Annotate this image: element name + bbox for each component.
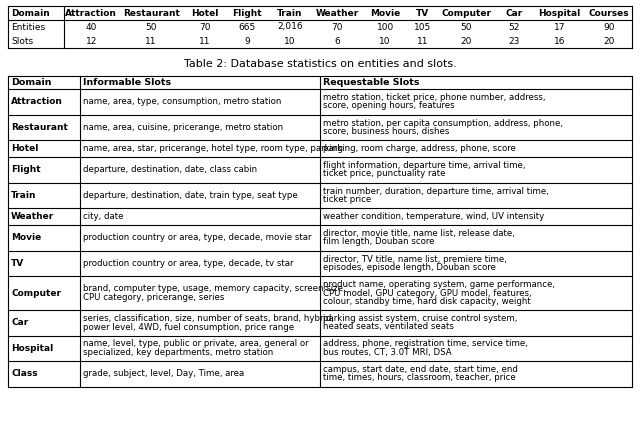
Text: score, business hours, dishes: score, business hours, dishes xyxy=(323,127,449,136)
Text: 23: 23 xyxy=(508,37,520,45)
Text: 70: 70 xyxy=(332,22,343,32)
Text: Car: Car xyxy=(11,318,28,327)
Text: metro station, per capita consumption, address, phone,: metro station, per capita consumption, a… xyxy=(323,119,563,128)
Text: 6: 6 xyxy=(334,37,340,45)
Text: Domain: Domain xyxy=(11,8,50,17)
Text: Courses: Courses xyxy=(589,8,629,17)
Text: ticket price, punctuality rate: ticket price, punctuality rate xyxy=(323,169,445,178)
Text: Flight: Flight xyxy=(11,165,40,174)
Text: Computer: Computer xyxy=(442,8,492,17)
Text: grade, subject, level, Day, Time, area: grade, subject, level, Day, Time, area xyxy=(83,369,244,378)
Text: Restaurant: Restaurant xyxy=(11,123,68,132)
Text: 12: 12 xyxy=(86,37,97,45)
Text: TV: TV xyxy=(416,8,429,17)
Text: film length, Douban score: film length, Douban score xyxy=(323,238,435,247)
Text: Weather: Weather xyxy=(11,212,54,221)
Text: Train: Train xyxy=(11,191,36,200)
Text: name, level, type, public or private, area, general or: name, level, type, public or private, ar… xyxy=(83,339,308,348)
Text: Movie: Movie xyxy=(370,8,400,17)
Text: name, area, type, consumption, metro station: name, area, type, consumption, metro sta… xyxy=(83,97,281,106)
Text: TV: TV xyxy=(11,259,24,268)
Text: departure, destination, date, class cabin: departure, destination, date, class cabi… xyxy=(83,165,257,174)
Text: CPU category, pricerange, series: CPU category, pricerange, series xyxy=(83,293,224,302)
Text: heated seats, ventilated seats: heated seats, ventilated seats xyxy=(323,322,454,331)
Text: 11: 11 xyxy=(417,37,428,45)
Text: colour, standby time, hard disk capacity, weight: colour, standby time, hard disk capacity… xyxy=(323,297,531,306)
Text: parking, room charge, address, phone, score: parking, room charge, address, phone, sc… xyxy=(323,144,516,153)
Text: Flight: Flight xyxy=(232,8,262,17)
Text: Hospital: Hospital xyxy=(538,8,580,17)
Text: time, times, hours, classroom, teacher, price: time, times, hours, classroom, teacher, … xyxy=(323,373,516,383)
Text: 90: 90 xyxy=(604,22,615,32)
Text: 10: 10 xyxy=(284,37,296,45)
Text: 50: 50 xyxy=(461,22,472,32)
Text: Requestable Slots: Requestable Slots xyxy=(323,78,419,87)
Text: 665: 665 xyxy=(239,22,256,32)
Text: 11: 11 xyxy=(145,37,157,45)
Text: 105: 105 xyxy=(414,22,431,32)
Text: Computer: Computer xyxy=(11,289,61,297)
Text: 2,016: 2,016 xyxy=(277,22,303,32)
Text: Entities: Entities xyxy=(11,22,45,32)
Text: 50: 50 xyxy=(145,22,157,32)
Text: 20: 20 xyxy=(604,37,614,45)
Text: CPU model, GPU category, GPU model, features,: CPU model, GPU category, GPU model, feat… xyxy=(323,289,532,297)
Text: campus, start date, end date, start time, end: campus, start date, end date, start time… xyxy=(323,365,518,374)
Text: brand, computer type, usage, memory capacity, screen size,: brand, computer type, usage, memory capa… xyxy=(83,284,346,293)
Text: flight information, departure time, arrival time,: flight information, departure time, arri… xyxy=(323,161,525,170)
Text: director, movie title, name list, release date,: director, movie title, name list, releas… xyxy=(323,229,515,238)
Text: 20: 20 xyxy=(461,37,472,45)
Text: bus routes, CT, 3.0T MRI, DSA: bus routes, CT, 3.0T MRI, DSA xyxy=(323,348,452,357)
Text: Movie: Movie xyxy=(11,233,41,242)
Text: Informable Slots: Informable Slots xyxy=(83,78,171,87)
Text: Attraction: Attraction xyxy=(11,97,63,106)
Text: Hospital: Hospital xyxy=(11,344,53,353)
Text: 16: 16 xyxy=(554,37,565,45)
Text: weather condition, temperature, wind, UV intensity: weather condition, temperature, wind, UV… xyxy=(323,212,544,221)
Text: production country or area, type, decade, tv star: production country or area, type, decade… xyxy=(83,259,293,268)
Text: Slots: Slots xyxy=(11,37,33,45)
Text: city, date: city, date xyxy=(83,212,124,221)
Text: Train: Train xyxy=(277,8,303,17)
Text: 17: 17 xyxy=(554,22,565,32)
Text: production country or area, type, decade, movie star: production country or area, type, decade… xyxy=(83,233,311,242)
Text: Table 2: Database statistics on entities and slots.: Table 2: Database statistics on entities… xyxy=(184,59,456,69)
Text: 52: 52 xyxy=(508,22,520,32)
Text: Car: Car xyxy=(506,8,522,17)
Text: name, area, cuisine, pricerange, metro station: name, area, cuisine, pricerange, metro s… xyxy=(83,123,283,132)
Text: 100: 100 xyxy=(376,22,394,32)
Text: Domain: Domain xyxy=(11,78,51,87)
Text: specialized, key departments, metro station: specialized, key departments, metro stat… xyxy=(83,348,273,357)
Text: name, area, star, pricerange, hotel type, room type, parking: name, area, star, pricerange, hotel type… xyxy=(83,144,343,153)
Text: 40: 40 xyxy=(86,22,97,32)
Text: 11: 11 xyxy=(199,37,211,45)
Text: Restaurant: Restaurant xyxy=(123,8,180,17)
Text: ticket price: ticket price xyxy=(323,195,371,204)
Text: Weather: Weather xyxy=(316,8,359,17)
Text: power level, 4WD, fuel consumption, price range: power level, 4WD, fuel consumption, pric… xyxy=(83,322,294,331)
Text: director, TV title, name list, premiere time,: director, TV title, name list, premiere … xyxy=(323,255,507,264)
Text: train number, duration, departure time, arrival time,: train number, duration, departure time, … xyxy=(323,186,549,195)
Text: product name, operating system, game performance,: product name, operating system, game per… xyxy=(323,280,555,289)
Text: departure, destination, date, train type, seat type: departure, destination, date, train type… xyxy=(83,191,298,200)
Text: 70: 70 xyxy=(199,22,211,32)
Text: address, phone, registration time, service time,: address, phone, registration time, servi… xyxy=(323,339,528,348)
Text: parking assist system, cruise control system,: parking assist system, cruise control sy… xyxy=(323,314,517,323)
Text: Class: Class xyxy=(11,369,38,378)
Text: Hotel: Hotel xyxy=(191,8,218,17)
Text: episodes, episode length, Douban score: episodes, episode length, Douban score xyxy=(323,263,496,272)
Text: 9: 9 xyxy=(244,37,250,45)
Text: score, opening hours, features: score, opening hours, features xyxy=(323,102,454,111)
Text: 10: 10 xyxy=(380,37,391,45)
Text: Attraction: Attraction xyxy=(65,8,117,17)
Text: metro station, ticket price, phone number, address,: metro station, ticket price, phone numbe… xyxy=(323,93,545,102)
Text: series, classification, size, number of seats, brand, hybrid,: series, classification, size, number of … xyxy=(83,314,334,323)
Text: Hotel: Hotel xyxy=(11,144,38,153)
